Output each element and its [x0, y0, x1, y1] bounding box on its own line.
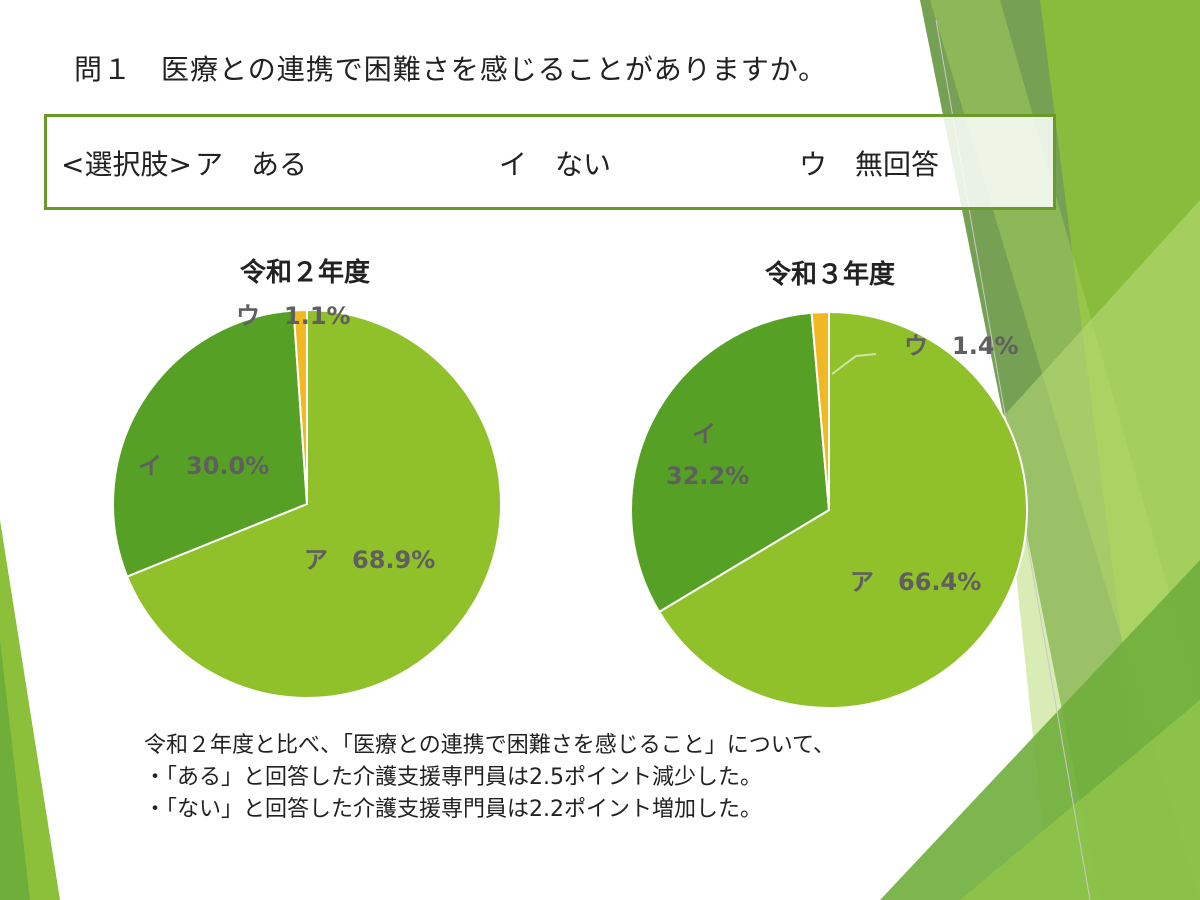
summary-text: 令和２年度と比べ、「医療との連携で困難さを感じること」について、 ・「ある」と回… [144, 730, 835, 826]
pie1-slice-i [112, 309, 309, 578]
summary-line: ・「ある」と回答した介護支援専門員は2.5ポイント減少した。 [144, 765, 762, 790]
pie1-slice-u [292, 308, 308, 505]
pie2-label-i-letter: イ [692, 420, 716, 448]
pie2-slice-i [630, 311, 831, 614]
pie2-label-i-value: 32.2% [666, 462, 750, 490]
pie2-slice-u [810, 310, 830, 511]
pie1-label-u: ウ 1.1% [236, 302, 351, 330]
pie1-label-a: ア 68.9% [304, 546, 436, 574]
choices-prefix: <選択肢> [61, 148, 192, 181]
chart-title-r2: 令和２年度 [239, 258, 371, 288]
chart-title-r3: 令和３年度 [764, 260, 896, 290]
choice-u: ウ 無回答 [799, 148, 940, 181]
pie2-leader-line [831, 353, 877, 375]
question-text: 問１ 医療との連携で困難さを感じることがありますか。 [74, 53, 828, 86]
choices-box: <選択肢> ア ある イ ない ウ 無回答 [44, 114, 1056, 210]
pie2-label-u: ウ 1.4% [904, 332, 1019, 360]
summary-line: ・「ない」と回答した介護支援専門員は2.2ポイント増加した。 [144, 797, 762, 822]
summary-line: 令和２年度と比べ、「医療との連携で困難さを感じること」について、 [144, 733, 836, 758]
choice-a: ア ある [195, 148, 308, 181]
pie2-label-a: ア 66.4% [850, 568, 982, 596]
pie1-slice-a [125, 308, 502, 699]
pie2-slice-a [657, 310, 1028, 709]
choice-i: イ ない [499, 148, 612, 181]
pie1-label-i: イ 30.0% [138, 452, 270, 480]
